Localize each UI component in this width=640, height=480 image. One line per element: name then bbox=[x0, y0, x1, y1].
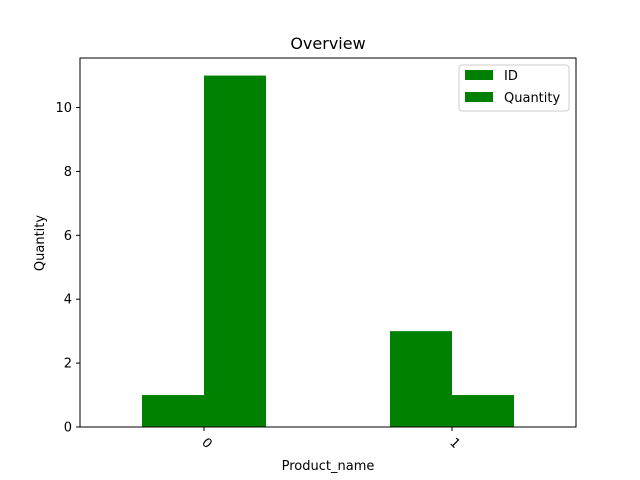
y-tick-label: 10 bbox=[55, 101, 72, 116]
y-tick-label: 4 bbox=[64, 293, 72, 308]
legend: ID Quantity bbox=[458, 64, 570, 112]
chart-title: Overview bbox=[290, 34, 365, 53]
bar-quantity-1 bbox=[452, 395, 514, 427]
legend-swatch-id bbox=[465, 70, 493, 80]
y-tick-label: 0 bbox=[64, 421, 72, 436]
y-tick-label: 6 bbox=[64, 229, 72, 244]
legend-label-quantity: Quantity bbox=[504, 91, 560, 106]
bar-id-1 bbox=[390, 331, 452, 427]
bars-group bbox=[142, 75, 514, 428]
plot-frame bbox=[79, 57, 577, 428]
bar-quantity-0 bbox=[204, 75, 266, 428]
bar-id-0 bbox=[142, 395, 204, 427]
y-axis-title: Quantity bbox=[33, 215, 48, 271]
x-axis-title: Product_name bbox=[282, 459, 375, 474]
legend-swatch-quantity bbox=[465, 92, 493, 102]
legend-label-id: ID bbox=[504, 69, 518, 84]
y-tick-label: 8 bbox=[64, 165, 72, 180]
y-tick-label: 2 bbox=[64, 357, 72, 372]
y-axis: 0 2 4 6 8 10 bbox=[55, 101, 80, 436]
